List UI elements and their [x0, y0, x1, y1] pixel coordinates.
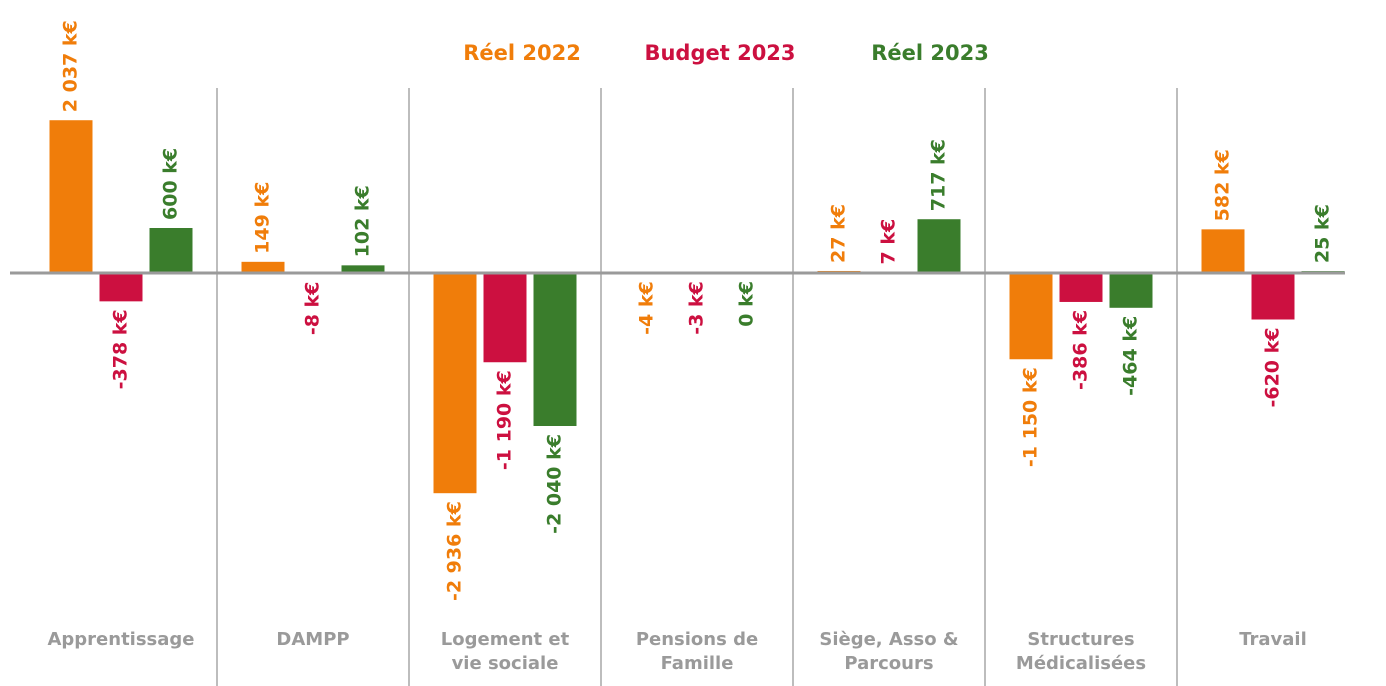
value-label: -464 k€	[1120, 316, 1142, 396]
value-label: -8 k€	[302, 282, 324, 336]
value-label: 600 k€	[160, 148, 182, 220]
category-label: Structures Médicalisées	[1015, 629, 1147, 674]
category-label: Logement et vie sociale	[440, 629, 570, 674]
legend-entry: Réel 2023	[871, 41, 989, 65]
value-label: -2 040 k€	[544, 434, 566, 534]
legend-entry: Réel 2022	[463, 41, 581, 65]
bar	[917, 219, 961, 273]
bar	[483, 273, 527, 363]
value-label: 717 k€	[928, 139, 950, 211]
category-label: Pensions de Famille	[635, 629, 759, 674]
value-label: 7 k€	[878, 219, 900, 265]
bar	[1201, 229, 1245, 273]
value-label: 27 k€	[828, 204, 850, 263]
value-label: -386 k€	[1070, 310, 1092, 390]
value-label: -3 k€	[686, 281, 708, 335]
value-label: -1 150 k€	[1020, 367, 1042, 467]
value-label: 582 k€	[1212, 149, 1234, 221]
bar	[1109, 273, 1153, 308]
category-label: Siège, Asso & Parcours	[819, 629, 959, 674]
value-label: -378 k€	[110, 309, 132, 389]
bar	[1059, 273, 1103, 302]
value-label: -4 k€	[636, 281, 658, 335]
bar	[1251, 273, 1295, 320]
value-label: 0 k€	[736, 281, 758, 327]
category-label: DAMPP	[276, 629, 350, 650]
category-label: Apprentissage	[47, 629, 195, 650]
bar	[341, 265, 385, 273]
value-label: 149 k€	[252, 182, 274, 254]
bar	[49, 120, 93, 273]
category-label: Travail	[1239, 629, 1307, 650]
value-label: 25 k€	[1312, 204, 1334, 263]
bar	[433, 273, 477, 494]
value-label: -2 936 k€	[444, 501, 466, 601]
value-label: -1 190 k€	[494, 370, 516, 470]
bar	[241, 261, 285, 273]
value-label: -620 k€	[1262, 328, 1284, 408]
value-label: 2 037 k€	[60, 20, 82, 112]
value-label: 102 k€	[352, 185, 374, 257]
bar	[533, 273, 577, 426]
bar	[99, 273, 143, 302]
legend-entry: Budget 2023	[644, 41, 795, 65]
bar	[1009, 273, 1053, 360]
bar	[149, 228, 193, 273]
